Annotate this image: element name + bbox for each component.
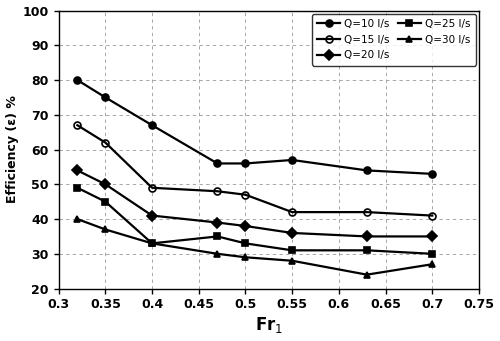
Q=10 l/s <box>429 172 435 176</box>
Q=20 l/s <box>214 221 220 225</box>
Line: Q=15 l/s: Q=15 l/s <box>74 122 436 219</box>
Q=20 l/s <box>242 224 248 228</box>
Q=20 l/s <box>74 168 80 173</box>
Q=10 l/s <box>74 78 80 82</box>
Q=25 l/s <box>364 248 370 252</box>
Q=25 l/s <box>74 186 80 190</box>
Q=15 l/s <box>364 210 370 214</box>
Q=10 l/s <box>214 161 220 165</box>
Q=20 l/s <box>289 231 295 235</box>
Q=20 l/s <box>149 213 155 218</box>
Q=10 l/s <box>364 168 370 173</box>
Line: Q=25 l/s: Q=25 l/s <box>74 184 436 257</box>
Q=30 l/s <box>149 241 155 246</box>
Q=15 l/s <box>289 210 295 214</box>
Q=20 l/s <box>364 234 370 238</box>
Y-axis label: Efficiency (ε) %: Efficiency (ε) % <box>6 95 18 204</box>
Q=20 l/s <box>429 234 435 238</box>
Line: Q=20 l/s: Q=20 l/s <box>74 167 436 240</box>
Q=25 l/s <box>214 234 220 238</box>
Q=15 l/s <box>429 213 435 218</box>
Q=30 l/s <box>242 255 248 259</box>
Q=15 l/s <box>102 140 108 145</box>
Q=15 l/s <box>149 186 155 190</box>
Q=15 l/s <box>214 189 220 193</box>
Q=30 l/s <box>214 252 220 256</box>
Line: Q=30 l/s: Q=30 l/s <box>74 216 436 278</box>
Q=10 l/s <box>149 123 155 127</box>
Q=10 l/s <box>102 95 108 100</box>
Q=30 l/s <box>289 259 295 263</box>
Q=25 l/s <box>289 248 295 252</box>
Q=30 l/s <box>74 217 80 221</box>
Q=25 l/s <box>102 199 108 204</box>
Q=10 l/s <box>289 158 295 162</box>
Q=10 l/s <box>242 161 248 165</box>
Legend: Q=10 l/s, Q=15 l/s, Q=20 l/s, Q=25 l/s, Q=30 l/s: Q=10 l/s, Q=15 l/s, Q=20 l/s, Q=25 l/s, … <box>312 14 476 65</box>
Q=20 l/s <box>102 182 108 186</box>
Q=25 l/s <box>429 252 435 256</box>
Q=25 l/s <box>242 241 248 246</box>
Q=15 l/s <box>242 193 248 197</box>
Q=15 l/s <box>74 123 80 127</box>
X-axis label: Fr$_1$: Fr$_1$ <box>255 315 283 336</box>
Q=30 l/s <box>429 262 435 266</box>
Line: Q=10 l/s: Q=10 l/s <box>74 77 436 177</box>
Q=30 l/s <box>102 227 108 232</box>
Q=25 l/s <box>149 241 155 246</box>
Q=30 l/s <box>364 272 370 277</box>
